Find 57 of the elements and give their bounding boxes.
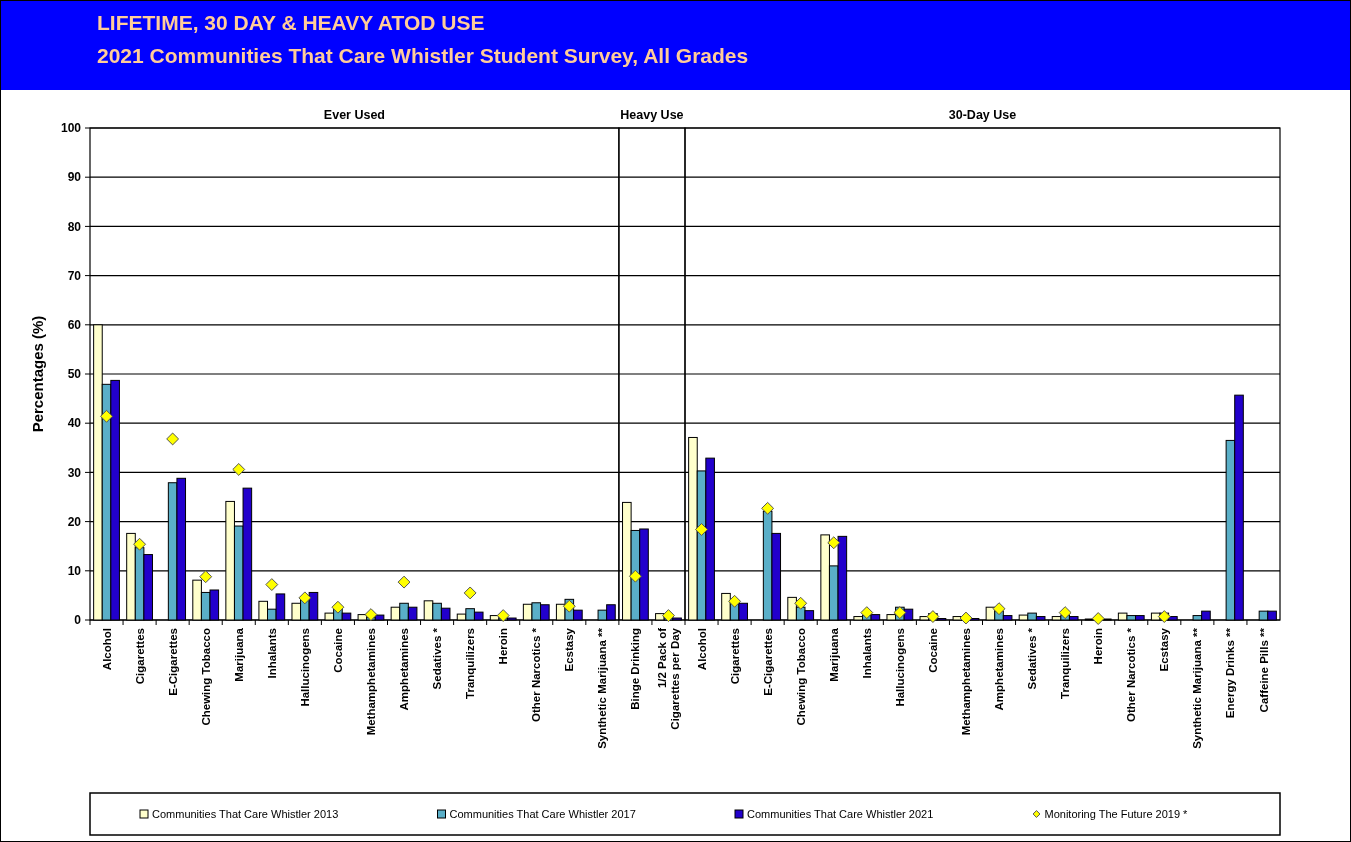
y-tick-label: 20 [67,514,82,529]
x-tick-label: E-Cigarettes [166,628,179,696]
x-tick-label: Inhalants [265,628,278,679]
x-tick-label: Other Narcotics * [1125,627,1138,722]
legend-label: Communities That Care Whistler 2013 [152,807,339,820]
x-tick-label: Tranquilizers [1059,628,1072,699]
y-tick-label: 30 [67,465,82,480]
x-tick-label: Alcohol [695,628,708,671]
x-tick-label: Ecstasy [563,627,576,672]
y-tick-label: 60 [67,318,82,332]
y-tick-label: 40 [67,416,82,431]
chart-title: 30-Day Use [948,108,1017,122]
x-tick-label: Amphetamines [398,628,411,711]
y-tick-label: 50 [67,367,82,382]
x-tick-label: Tranquilizers [464,628,477,699]
x-tick-label: Methamphetamines [960,628,972,736]
legend-label: Communities That Care Whistler 2017 [449,807,636,820]
x-tick-label: Other Narcotics * [530,627,543,722]
y-axis-title: Percentages (%) [29,315,46,433]
x-tick-label: Sedatives * [1026,627,1039,690]
y-tick-label: 0 [74,613,82,628]
legend-label: Monitoring The Future 2019 * [1044,807,1189,820]
chart-subtitle: 2021 Communities That Care Whistler Student Survey, All Grades [97,44,749,67]
x-tick-label: Hallucinogens [893,628,906,707]
x-tick-label: Binge Drinking [629,628,642,710]
y-tick-label: 90 [67,170,82,185]
x-tick-label: Marijuana [232,627,245,682]
x-tick-label: Cocaine [926,628,939,673]
x-tick-label: Cocaine [331,628,344,673]
legend-label: Communities That Care Whistler 2021 [747,807,934,820]
x-tick-label: Cigarettes [728,628,741,685]
x-tick-label: Amphetamines [993,628,1006,711]
x-tick-label: Heroin [497,628,510,665]
y-tick-label: 80 [67,219,82,234]
y-tick-label: 100 [60,121,82,136]
x-tick-label: Methamphetamines [365,628,377,736]
x-tick-label: Energy Drinks ** [1224,627,1237,719]
x-tick-label: Caffeine Pills ** [1257,627,1270,713]
x-tick-label: Synthetic Marijuana ** [1191,627,1204,749]
x-tick-label: Alcohol [100,628,113,671]
x-tick-label: Synthetic Marijuana ** [596,627,609,749]
y-tick-label: 10 [67,564,82,578]
x-tick-label: Marijuana [827,627,840,682]
chart-title: Heavy Use [620,108,684,122]
x-tick-label: Inhalants [860,628,873,679]
x-tick-label: Chewing Tobacco [199,628,212,726]
x-tick-label: Chewing Tobacco [794,628,807,726]
text: Ever Used [323,108,386,122]
x-tick-label: Sedatives * [431,627,444,690]
x-tick-label: Ecstasy [1158,627,1171,672]
y-tick-label: 70 [67,268,82,283]
x-tick-label: E-Cigarettes [761,628,774,696]
chart-title: LIFETIME, 30 DAY & HEAVY ATOD USE [97,11,485,34]
x-tick-label: Hallucinogens [298,628,311,707]
x-tick-label: Heroin [1092,628,1105,665]
x-tick-label: Cigarettes [133,628,146,685]
x-tick-label: 1/2 Pack of Cigarettes per Day [655,627,682,730]
